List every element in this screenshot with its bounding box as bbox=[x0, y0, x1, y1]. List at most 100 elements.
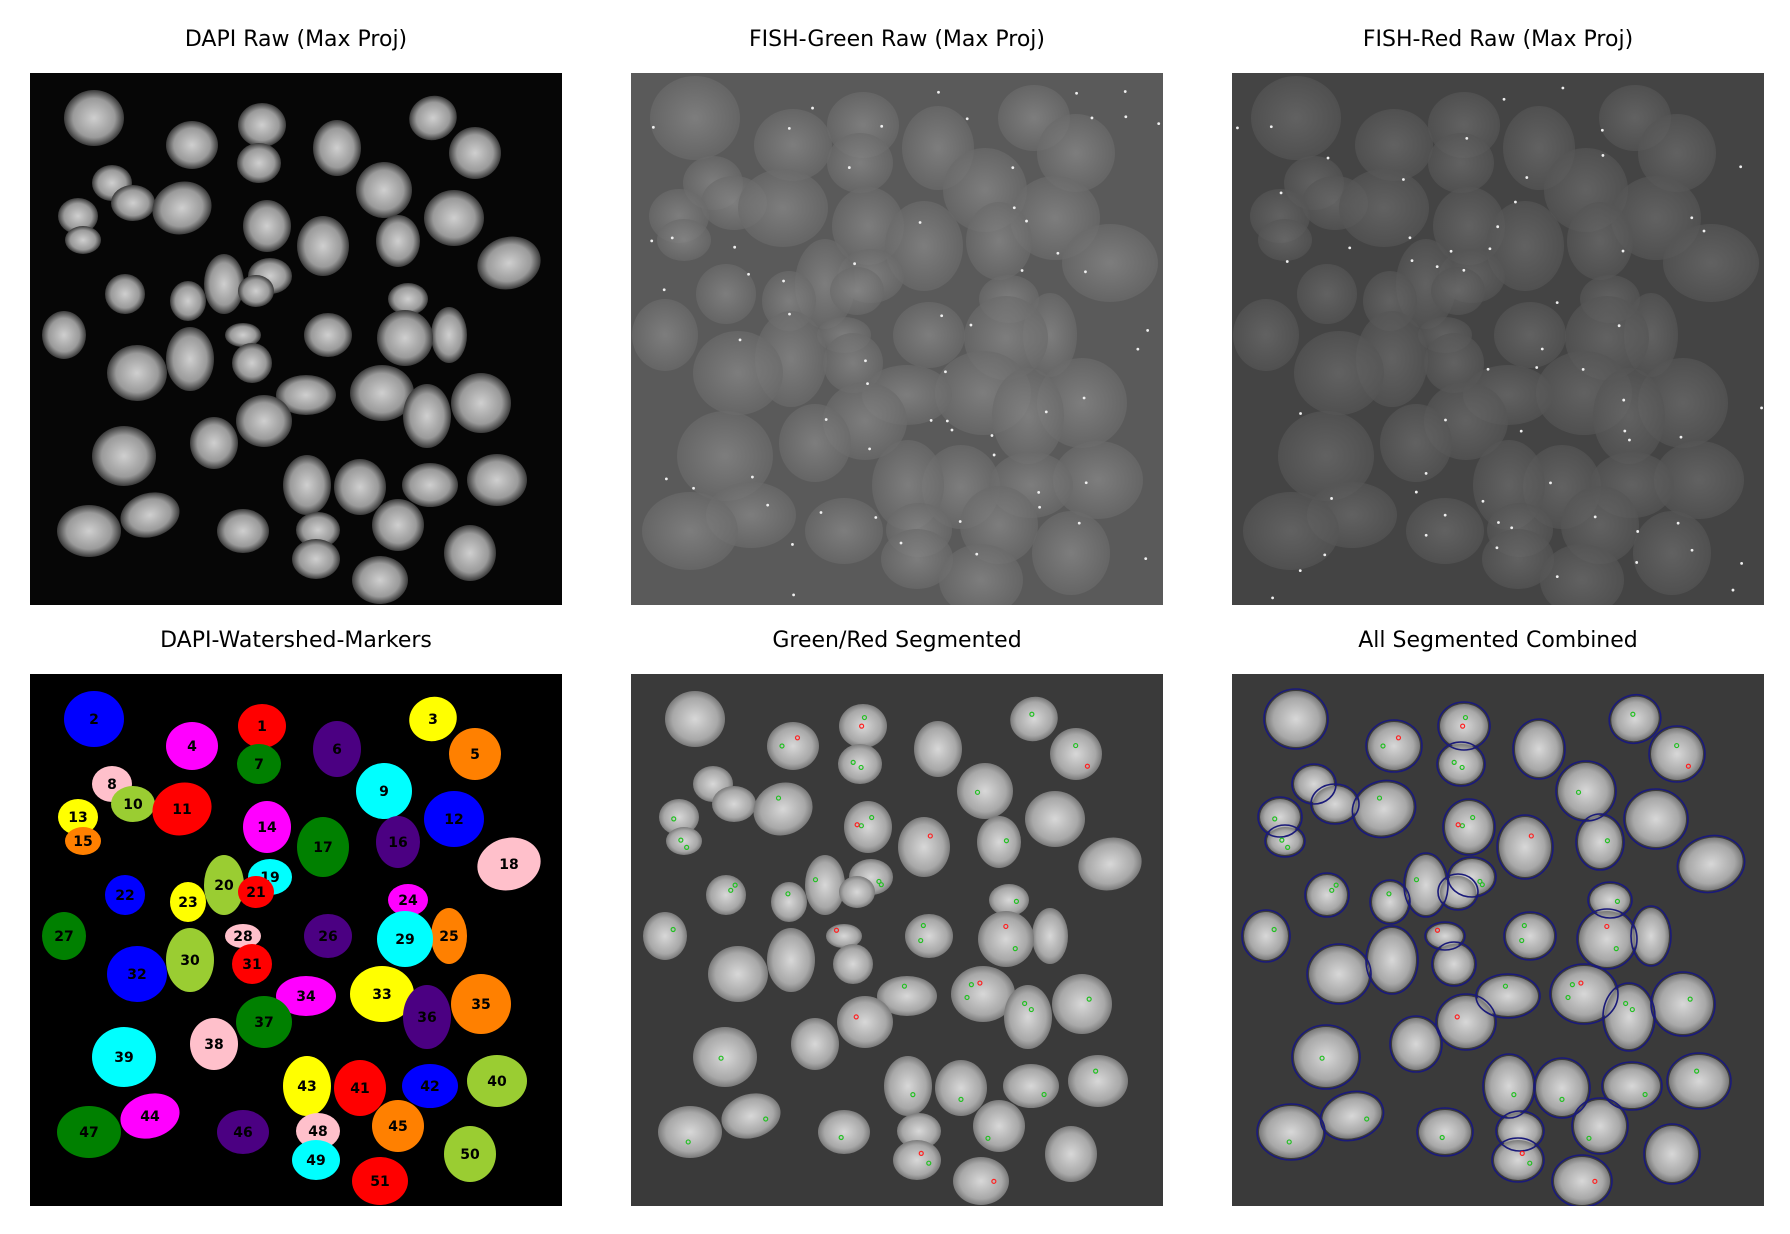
fish-spot bbox=[751, 475, 754, 479]
cell-haze bbox=[1406, 498, 1484, 564]
fish-spot bbox=[787, 126, 791, 130]
green-spot bbox=[1502, 983, 1509, 989]
fish-spot bbox=[692, 486, 695, 490]
green-spot bbox=[1279, 837, 1285, 843]
nucleus bbox=[334, 459, 386, 515]
green-spot bbox=[858, 764, 864, 771]
fish-spot bbox=[1038, 505, 1042, 509]
fish-spot bbox=[1037, 490, 1041, 494]
nucleus bbox=[297, 216, 349, 276]
nucleus bbox=[1651, 728, 1703, 780]
nucleus bbox=[92, 426, 156, 486]
fish-spot bbox=[899, 541, 903, 545]
fish-spot bbox=[1044, 410, 1048, 414]
nucleus-outline bbox=[1437, 873, 1479, 911]
green-spot bbox=[1604, 838, 1611, 844]
marker-region bbox=[451, 974, 511, 1034]
fish-spot bbox=[1549, 481, 1552, 485]
marker-region bbox=[372, 1100, 424, 1152]
green-spot bbox=[678, 837, 684, 843]
combined-image bbox=[1232, 674, 1764, 1206]
nucleus bbox=[352, 556, 408, 604]
nucleus bbox=[973, 1100, 1025, 1152]
fish-spot bbox=[1326, 156, 1330, 160]
green-spot bbox=[1477, 878, 1483, 885]
fish-spot bbox=[824, 418, 828, 421]
nucleus-outline bbox=[1365, 925, 1419, 995]
nucleus-outline bbox=[1495, 1110, 1545, 1152]
marker-label: 11 bbox=[172, 802, 191, 818]
red-spot bbox=[1395, 735, 1402, 741]
green-spot bbox=[728, 887, 734, 893]
marker-region bbox=[377, 911, 433, 967]
nucleus bbox=[838, 744, 882, 784]
green-spot bbox=[1451, 759, 1457, 765]
fish-spot bbox=[1593, 515, 1597, 519]
green-spot bbox=[974, 789, 981, 795]
red-spot bbox=[1519, 1150, 1525, 1156]
fish-spot bbox=[1449, 249, 1453, 253]
green-spot bbox=[1029, 711, 1035, 717]
marker-region bbox=[431, 908, 467, 964]
green-spot bbox=[1028, 1006, 1034, 1013]
nucleus bbox=[237, 143, 281, 183]
fish-spot bbox=[792, 593, 796, 597]
marker-region bbox=[204, 855, 244, 915]
nucleus bbox=[166, 121, 218, 169]
nucleus bbox=[1536, 1060, 1588, 1116]
green-spot bbox=[968, 982, 974, 988]
fish-spot bbox=[1443, 513, 1447, 517]
cell-haze bbox=[1258, 219, 1312, 261]
fish-spot bbox=[1285, 260, 1289, 263]
fish-spot bbox=[1146, 329, 1150, 332]
marker-label: 34 bbox=[296, 989, 316, 1005]
green-spot bbox=[1012, 946, 1018, 952]
marker-label: 31 bbox=[242, 957, 261, 973]
nucleus bbox=[767, 722, 819, 770]
nucleus bbox=[839, 876, 875, 908]
nucleus bbox=[57, 505, 121, 557]
nucleus bbox=[65, 226, 101, 254]
nucleus-outline bbox=[1416, 1107, 1474, 1157]
marker-region bbox=[304, 914, 352, 958]
red-spot bbox=[794, 735, 801, 741]
green-spot bbox=[1271, 926, 1277, 933]
nucleus bbox=[1679, 837, 1743, 891]
marker-label: 17 bbox=[313, 840, 332, 856]
green-spot bbox=[1519, 937, 1525, 944]
green-spot bbox=[1613, 946, 1619, 952]
fish-spot bbox=[811, 106, 814, 110]
green-spot bbox=[964, 994, 970, 1001]
cell-haze bbox=[1032, 511, 1110, 595]
fish-spot bbox=[1011, 166, 1015, 170]
combined-canvas bbox=[1232, 674, 1764, 1206]
cell-haze bbox=[885, 201, 963, 291]
nucleus bbox=[1068, 1055, 1128, 1107]
green-spot bbox=[670, 926, 676, 933]
fish-spot bbox=[1444, 418, 1447, 422]
marker-region bbox=[238, 876, 274, 908]
marker-label: 29 bbox=[395, 932, 414, 948]
cell-haze bbox=[693, 331, 783, 415]
fish-spot bbox=[1462, 268, 1466, 272]
marker-label: 7 bbox=[254, 757, 264, 773]
nucleus bbox=[238, 275, 274, 307]
fish-spot bbox=[1236, 126, 1239, 130]
fish-spot bbox=[788, 312, 791, 316]
nucleus-outline bbox=[1602, 982, 1656, 1052]
marker-region bbox=[225, 924, 261, 948]
nucleus bbox=[659, 799, 699, 835]
marker-region bbox=[42, 912, 86, 960]
cell-haze bbox=[642, 492, 738, 570]
cell-haze bbox=[939, 544, 1023, 605]
nucleus bbox=[204, 254, 244, 314]
nucleus bbox=[166, 327, 214, 391]
green-spot bbox=[1022, 1000, 1028, 1007]
cell-haze bbox=[1654, 441, 1744, 519]
green-spot bbox=[878, 882, 884, 888]
marker-region bbox=[296, 1113, 340, 1149]
cell-haze bbox=[1243, 492, 1339, 570]
cell-haze bbox=[1037, 114, 1115, 192]
green-spot bbox=[1413, 877, 1420, 883]
